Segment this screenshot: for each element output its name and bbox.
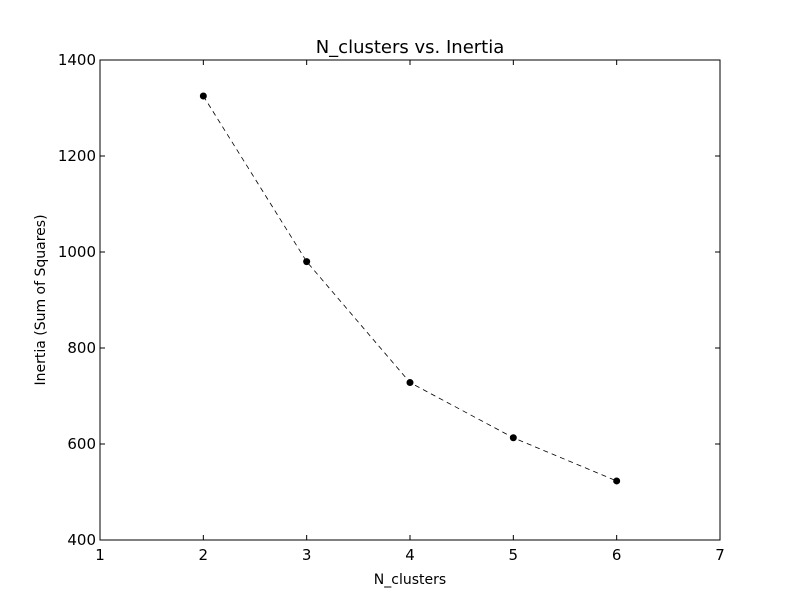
series-points (199, 92, 621, 485)
x-tick-label: 6 (612, 546, 622, 564)
y-axis-ticks: 400 600 800 1000 1200 1400 (58, 51, 720, 549)
y-tick-label: 1000 (58, 243, 96, 261)
plot-frame (99, 59, 721, 541)
x-tick-label: 1 (95, 546, 105, 564)
y-tick-label: 600 (67, 435, 96, 453)
x-axis-label: N_clusters (374, 572, 446, 588)
y-tick-label: 400 (67, 531, 96, 549)
data-point (199, 92, 207, 100)
x-tick-label: 3 (302, 546, 312, 564)
x-tick-label: 5 (509, 546, 519, 564)
plot-area: 1 2 3 4 5 6 7 400 600 800 1000 1200 1400 (58, 51, 725, 564)
chart-title: N_clusters vs. Inertia (316, 37, 505, 58)
data-point (303, 258, 311, 266)
y-axis-label: Inertia (Sum of Squares) (33, 214, 49, 385)
x-tick-label: 2 (199, 546, 209, 564)
y-tick-label: 1200 (58, 147, 96, 165)
y-tick-label: 800 (67, 339, 96, 357)
data-point (406, 379, 414, 387)
x-tick-label: 7 (715, 546, 725, 564)
y-tick-label: 1400 (58, 51, 96, 69)
x-tick-label: 4 (405, 546, 415, 564)
data-point (509, 434, 517, 442)
data-point (613, 477, 621, 485)
x-axis-ticks: 1 2 3 4 5 6 7 (95, 60, 725, 564)
